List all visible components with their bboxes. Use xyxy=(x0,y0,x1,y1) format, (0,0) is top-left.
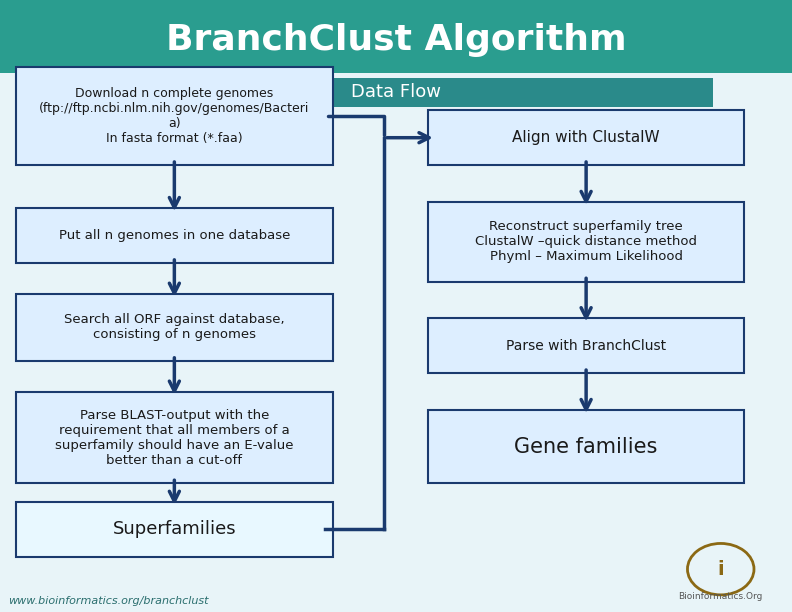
Text: Download n complete genomes
(ftp://ftp.ncbi.nlm.nih.gov/genomes/Bacteri
a)
In fa: Download n complete genomes (ftp://ftp.n… xyxy=(39,88,310,145)
Text: Search all ORF against database,
consisting of n genomes: Search all ORF against database, consist… xyxy=(64,313,284,341)
FancyBboxPatch shape xyxy=(428,110,744,165)
Text: BranchClust Algorithm: BranchClust Algorithm xyxy=(166,23,626,57)
Text: Data Flow: Data Flow xyxy=(351,83,441,102)
FancyBboxPatch shape xyxy=(0,0,792,73)
Text: www.bioinformatics.org/branchclust: www.bioinformatics.org/branchclust xyxy=(8,596,208,606)
Text: i: i xyxy=(718,559,724,579)
Text: Reconstruct superfamily tree
ClustalW –quick distance method
Phyml – Maximum Lik: Reconstruct superfamily tree ClustalW –q… xyxy=(475,220,697,263)
Text: Superfamilies: Superfamilies xyxy=(112,520,236,539)
FancyBboxPatch shape xyxy=(16,294,333,361)
Text: Put all n genomes in one database: Put all n genomes in one database xyxy=(59,229,290,242)
Text: Parse BLAST-output with the
requirement that all members of a
superfamily should: Parse BLAST-output with the requirement … xyxy=(55,409,294,466)
Text: Gene families: Gene families xyxy=(515,437,658,457)
Text: Bioinformatics.Org: Bioinformatics.Org xyxy=(679,592,763,601)
Text: Align with ClustalW: Align with ClustalW xyxy=(512,130,660,145)
FancyBboxPatch shape xyxy=(16,502,333,557)
FancyBboxPatch shape xyxy=(428,318,744,373)
Text: Parse with BranchClust: Parse with BranchClust xyxy=(506,339,666,353)
FancyBboxPatch shape xyxy=(16,208,333,263)
FancyBboxPatch shape xyxy=(16,392,333,483)
FancyBboxPatch shape xyxy=(428,410,744,483)
FancyBboxPatch shape xyxy=(16,67,333,165)
FancyBboxPatch shape xyxy=(428,202,744,282)
FancyBboxPatch shape xyxy=(79,78,713,107)
